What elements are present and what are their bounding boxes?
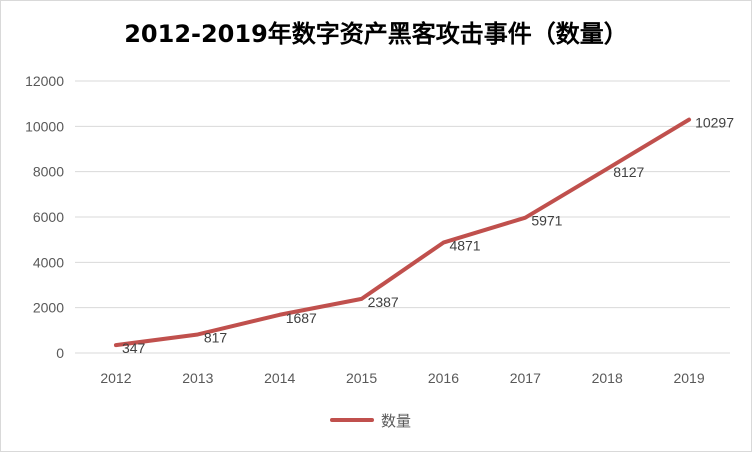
y-tick-label: 6000 bbox=[33, 209, 64, 225]
x-tick-label: 2016 bbox=[428, 370, 459, 386]
data-label: 4871 bbox=[449, 238, 480, 254]
data-label: 817 bbox=[204, 329, 228, 345]
data-label: 5971 bbox=[531, 213, 562, 229]
data-label: 10297 bbox=[695, 115, 734, 131]
x-tick-label: 2015 bbox=[346, 370, 377, 386]
y-tick-label: 4000 bbox=[33, 254, 64, 270]
y-tick-label: 2000 bbox=[33, 300, 64, 316]
legend-label: 数量 bbox=[381, 412, 411, 430]
legend: 数量 bbox=[330, 412, 411, 430]
x-tick-label: 2019 bbox=[673, 370, 704, 386]
series-group bbox=[113, 117, 692, 348]
data-label: 1687 bbox=[286, 310, 317, 326]
x-axis-ticks: 2012 2013 2014 2015 2016 2017 2018 2019 bbox=[100, 370, 704, 386]
gridlines bbox=[75, 80, 730, 354]
y-tick-label: 12000 bbox=[25, 73, 64, 89]
x-tick-label: 2014 bbox=[264, 370, 295, 386]
x-tick-label: 2013 bbox=[182, 370, 213, 386]
y-axis-ticks: 0 2000 4000 6000 8000 10000 12000 bbox=[25, 73, 64, 361]
y-tick-label: 10000 bbox=[25, 118, 64, 134]
y-tick-label: 8000 bbox=[33, 164, 64, 180]
x-tick-label: 2017 bbox=[510, 370, 541, 386]
data-label: 2387 bbox=[368, 294, 399, 310]
y-tick-label: 0 bbox=[56, 345, 64, 361]
data-labels: 347 817 1687 2387 4871 5971 8127 10297 bbox=[122, 115, 734, 357]
x-tick-label: 2012 bbox=[100, 370, 131, 386]
x-tick-label: 2018 bbox=[592, 370, 623, 386]
chart-title: 2012-2019年数字资产黑客攻击事件（数量） bbox=[124, 20, 628, 48]
series-line bbox=[113, 117, 692, 348]
data-label: 347 bbox=[122, 340, 146, 356]
data-label: 8127 bbox=[613, 164, 644, 180]
